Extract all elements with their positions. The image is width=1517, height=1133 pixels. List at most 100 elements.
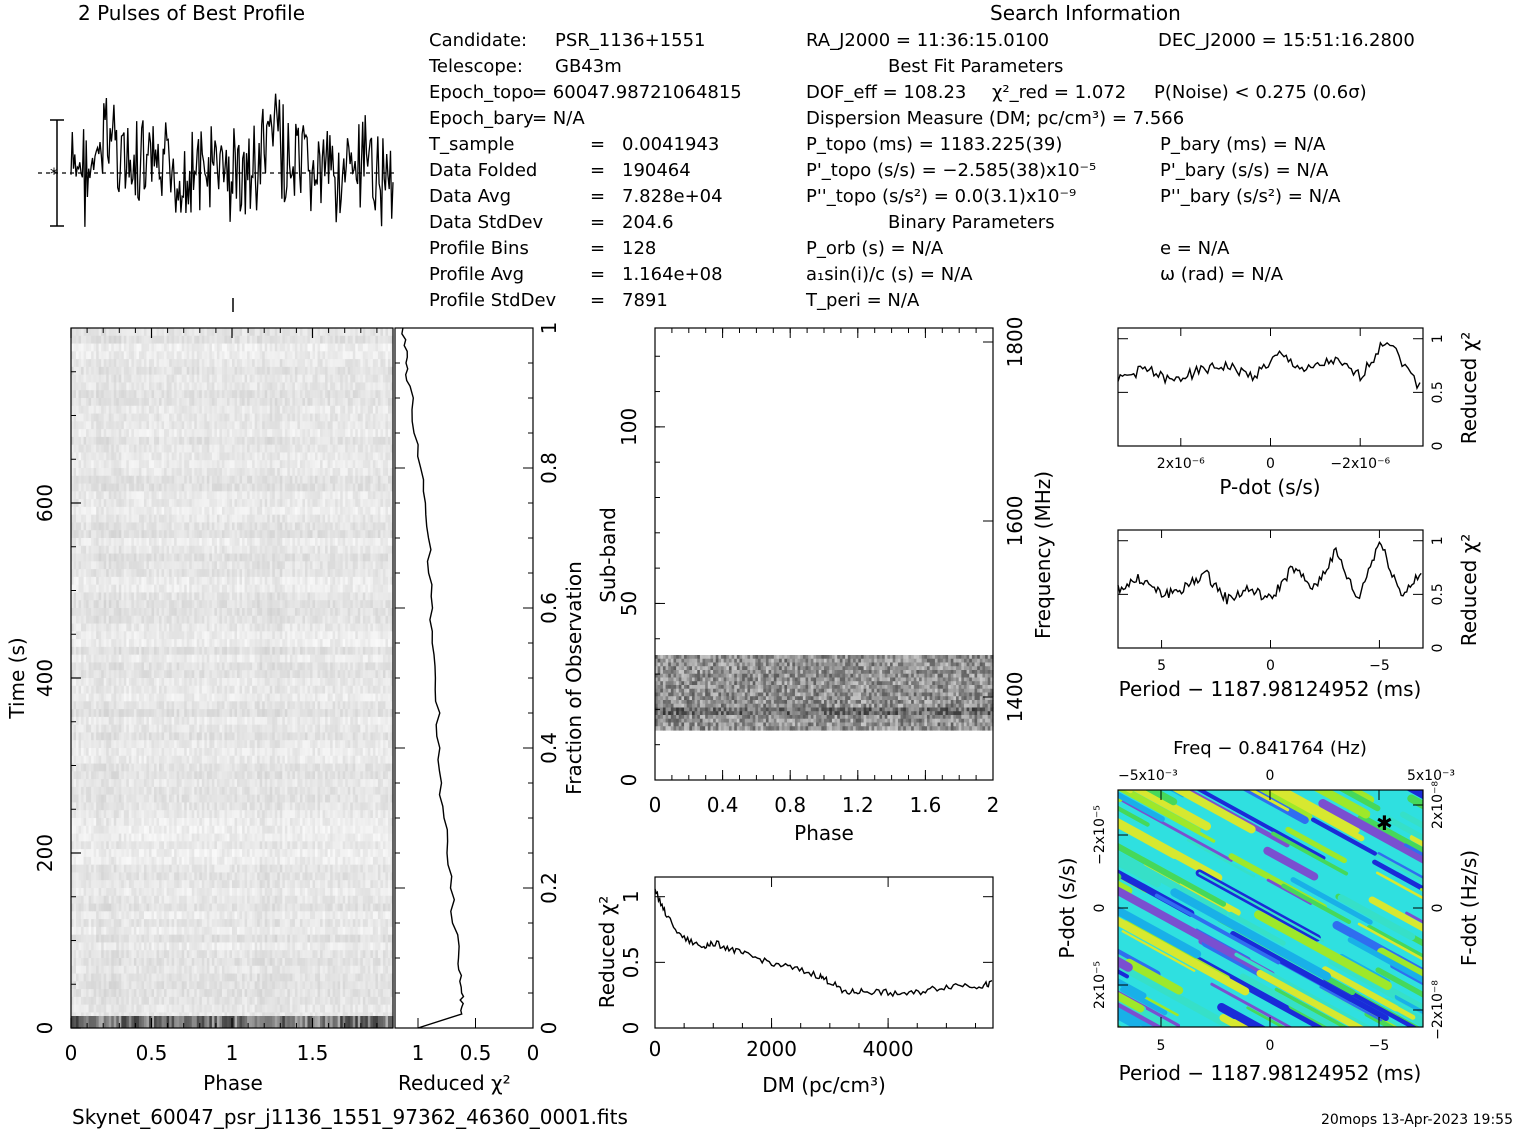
tp-cell — [347, 608, 351, 617]
tp-cell — [312, 569, 316, 578]
tp-cell — [274, 475, 278, 485]
tp-cell — [111, 398, 115, 407]
tp-cell — [151, 615, 155, 625]
tp-cell — [224, 429, 228, 438]
tp-cell — [234, 514, 238, 524]
tp-cell — [184, 421, 188, 430]
tp-cell — [345, 608, 349, 617]
tp-cell — [282, 413, 286, 422]
tp-cell — [317, 592, 321, 601]
tp-cell — [83, 538, 87, 547]
tp-cell — [169, 584, 173, 594]
tp-cell — [186, 421, 190, 430]
tp-cell — [123, 592, 127, 601]
tp-cell — [330, 499, 334, 508]
tp-cell — [327, 460, 331, 469]
tp-cell — [277, 468, 281, 477]
tp-cell — [287, 390, 291, 399]
tp-cell — [327, 608, 331, 617]
tp-cell — [242, 569, 246, 578]
tp-cell — [161, 569, 165, 578]
tp-cell — [302, 413, 306, 422]
tp-cell — [86, 452, 90, 461]
tp-cell — [234, 328, 238, 337]
tp-cell — [264, 608, 268, 617]
tp-cell — [116, 405, 120, 415]
tp-cell — [206, 359, 210, 368]
tp-cell — [161, 444, 165, 454]
tp-cell — [274, 335, 278, 345]
tp-cell — [221, 522, 226, 531]
tp-cell — [352, 374, 356, 384]
tp-cell — [279, 398, 283, 407]
tp-cell — [123, 359, 127, 368]
tp-cell — [154, 421, 158, 430]
tp-cell — [214, 615, 218, 625]
tp-cell — [181, 576, 185, 586]
tp-cell — [259, 436, 263, 446]
tp-cell — [156, 545, 160, 555]
tp-cell — [103, 530, 107, 539]
tp-cell — [141, 475, 145, 485]
tp-cell — [357, 421, 361, 430]
tp-cell — [136, 608, 140, 617]
tp-cell — [342, 592, 346, 601]
tp-cell — [219, 530, 223, 539]
tp-cell — [174, 328, 178, 337]
tp-cell — [239, 413, 243, 422]
tp-cell — [113, 359, 117, 368]
tp-cell — [113, 328, 117, 337]
tp-cell — [360, 553, 364, 562]
tp-cell — [101, 499, 105, 508]
tp-cell — [96, 405, 100, 415]
tp-cell — [118, 436, 122, 446]
tp-cell — [133, 382, 138, 391]
tp-cell — [239, 460, 243, 469]
tp-cell — [239, 569, 243, 578]
tp-cell — [81, 413, 85, 422]
tp-cell — [126, 351, 130, 360]
tp-cell — [284, 514, 288, 524]
tp-cell — [98, 398, 102, 407]
tp-cell — [86, 366, 90, 376]
tp-cell — [292, 538, 296, 547]
tp-cell — [297, 382, 301, 391]
tp-cell — [138, 514, 143, 524]
tp-cell — [138, 398, 143, 407]
tp-cell — [226, 436, 231, 446]
tp-cell — [121, 545, 125, 555]
tp-cell — [159, 475, 163, 485]
tp-cell — [204, 444, 208, 454]
tp-cell — [181, 429, 185, 438]
tp-cell — [221, 553, 226, 562]
tp-cell — [159, 436, 163, 446]
tp-cell — [387, 413, 392, 422]
tp-cell — [88, 413, 92, 422]
tp-cell — [83, 436, 87, 446]
tp-cell — [387, 444, 392, 454]
tp-cell — [317, 328, 321, 337]
tp-cell — [88, 538, 92, 547]
tp-cell — [325, 405, 329, 415]
tp-cell — [166, 491, 170, 500]
tp-cell — [257, 343, 261, 352]
tp-cell — [224, 538, 228, 547]
tp-cell — [71, 359, 75, 368]
tp-cell — [345, 452, 349, 461]
tp-cell — [342, 530, 346, 539]
tp-cell — [307, 569, 311, 578]
tp-cell — [277, 483, 281, 492]
tp-cell — [284, 343, 288, 352]
tp-cell — [111, 374, 115, 384]
tp-cell — [262, 390, 266, 399]
tp-cell — [262, 615, 266, 625]
tp-cell — [88, 390, 92, 399]
tp-cell — [244, 576, 248, 586]
tp-cell — [382, 538, 387, 547]
tp-cell — [390, 405, 394, 415]
tp-cell — [330, 328, 334, 337]
tp-cell — [277, 475, 281, 485]
tp-cell — [370, 592, 374, 601]
tp-cell — [254, 436, 258, 446]
tp-cell — [244, 514, 248, 524]
